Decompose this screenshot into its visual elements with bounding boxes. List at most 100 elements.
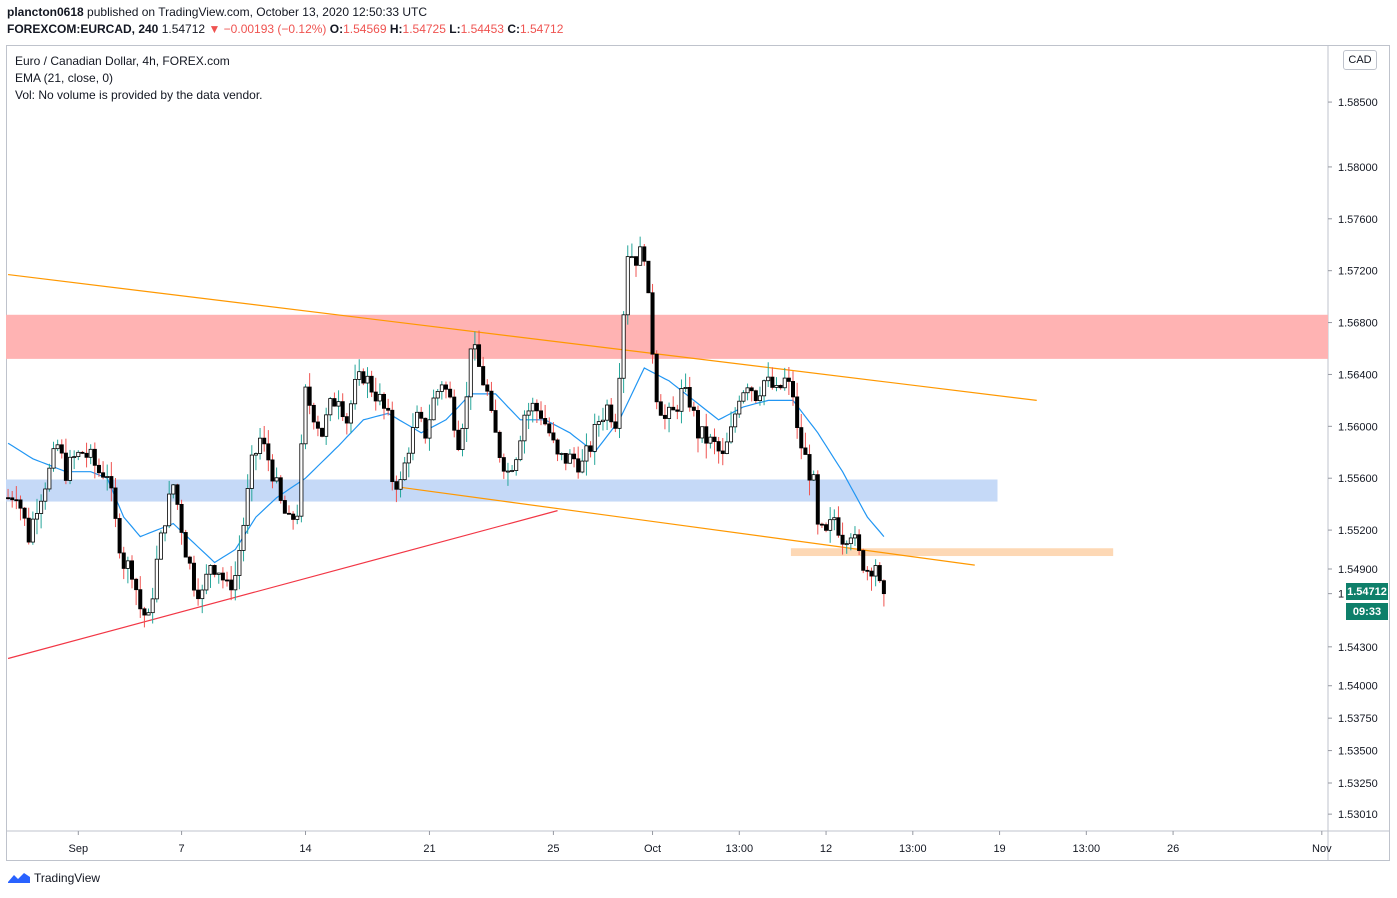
candle-body [72, 456, 77, 459]
candle-body [873, 565, 878, 577]
candle-body [477, 344, 482, 367]
candle [121, 546, 126, 580]
candle [6, 488, 11, 500]
publish-info: plancton0618 published on TradingView.co… [7, 5, 427, 19]
candle-body [369, 375, 374, 393]
candle [671, 396, 676, 411]
candle [237, 535, 242, 590]
candle [324, 407, 329, 445]
candle [737, 395, 742, 418]
candle-body [547, 423, 552, 434]
tradingview-logo-icon [8, 873, 30, 883]
candle [196, 578, 201, 606]
candle [481, 356, 486, 386]
candle [10, 490, 15, 508]
candle [183, 529, 188, 558]
candle-body [687, 387, 692, 408]
candle-body [266, 443, 271, 461]
candle-body [852, 534, 857, 539]
candle-body [183, 532, 188, 558]
candle [567, 449, 572, 464]
legend-ema[interactable]: EMA (21, close, 0) [15, 71, 114, 85]
candle [344, 413, 349, 435]
candle [72, 450, 77, 470]
candle [836, 506, 841, 538]
price-tick-label: 1.58000 [1338, 162, 1378, 174]
currency-button[interactable]: CAD [1343, 50, 1377, 70]
candle-body [530, 402, 535, 412]
candle-body [311, 404, 316, 423]
candle [757, 386, 762, 406]
candle-body [154, 558, 159, 600]
candle-body [489, 390, 494, 411]
candle [113, 477, 118, 528]
candle-body [832, 517, 837, 521]
candle [881, 579, 886, 607]
candle-body [448, 388, 453, 398]
candle [415, 405, 420, 429]
candle [18, 495, 23, 521]
price-axis[interactable]: 1.58500 1.58000 1.57600 1.57200 1.56800 1.564… [1328, 97, 1378, 821]
candle [406, 447, 411, 478]
candle-body [452, 396, 457, 431]
publisher-name[interactable]: plancton0618 [7, 5, 84, 19]
candle [332, 392, 337, 407]
candle [59, 439, 64, 459]
candle [605, 399, 610, 431]
candle-body [175, 484, 180, 505]
candle-body [138, 589, 143, 610]
time-tick-label: Sep [69, 843, 89, 855]
candle-body [551, 432, 556, 441]
support-zone[interactable] [6, 479, 998, 502]
candle [386, 398, 391, 416]
candle-body [105, 476, 110, 478]
candle-body [729, 426, 734, 443]
candle-body [580, 460, 585, 473]
candle [662, 404, 667, 430]
candle-body [600, 419, 605, 423]
candle-body [423, 417, 428, 439]
candle-body [233, 575, 238, 591]
candle [811, 470, 816, 482]
candle [299, 434, 304, 523]
candle-body [253, 453, 258, 456]
candle-body [245, 488, 250, 526]
candle [191, 555, 196, 597]
candle [724, 432, 729, 455]
candle-body [427, 419, 432, 439]
candle [361, 368, 366, 386]
candle [270, 454, 275, 489]
candle-body [741, 392, 746, 402]
candle [241, 517, 246, 562]
candle-body [737, 400, 742, 415]
lower-trendline[interactable] [400, 486, 975, 566]
candle-body [654, 353, 659, 403]
target-zone[interactable] [790, 548, 1114, 557]
candle-body [278, 477, 283, 501]
upper-trendline[interactable] [7, 273, 1037, 401]
published-text: published on TradingView.com, October 13… [87, 5, 428, 19]
candle [857, 529, 862, 556]
candle [563, 453, 568, 471]
candle-body [861, 550, 866, 571]
candle-body [774, 384, 779, 388]
candle-body [402, 462, 407, 481]
candle [171, 484, 176, 499]
tradingview-footer[interactable]: TradingView [7, 871, 100, 885]
candle [26, 507, 31, 545]
close-value: 1.54712 [519, 22, 564, 36]
candle [617, 363, 622, 439]
time-axis[interactable]: Sep 7 14 21 25 Oct 13:00 12 13:00 19 13:00 26 Nov [69, 831, 1333, 855]
legend-volume[interactable]: Vol: No volume is provided by the data v… [15, 88, 263, 102]
candle-body [26, 517, 31, 543]
candle [464, 381, 469, 442]
candle-body [324, 414, 329, 437]
candle-body [353, 378, 358, 405]
resistance-zone[interactable] [6, 314, 1328, 359]
time-tick-label: 14 [299, 843, 311, 855]
candle-body [150, 598, 155, 614]
candle-body [113, 487, 118, 519]
rising-support-line[interactable] [7, 510, 558, 660]
candle-body [332, 398, 337, 407]
